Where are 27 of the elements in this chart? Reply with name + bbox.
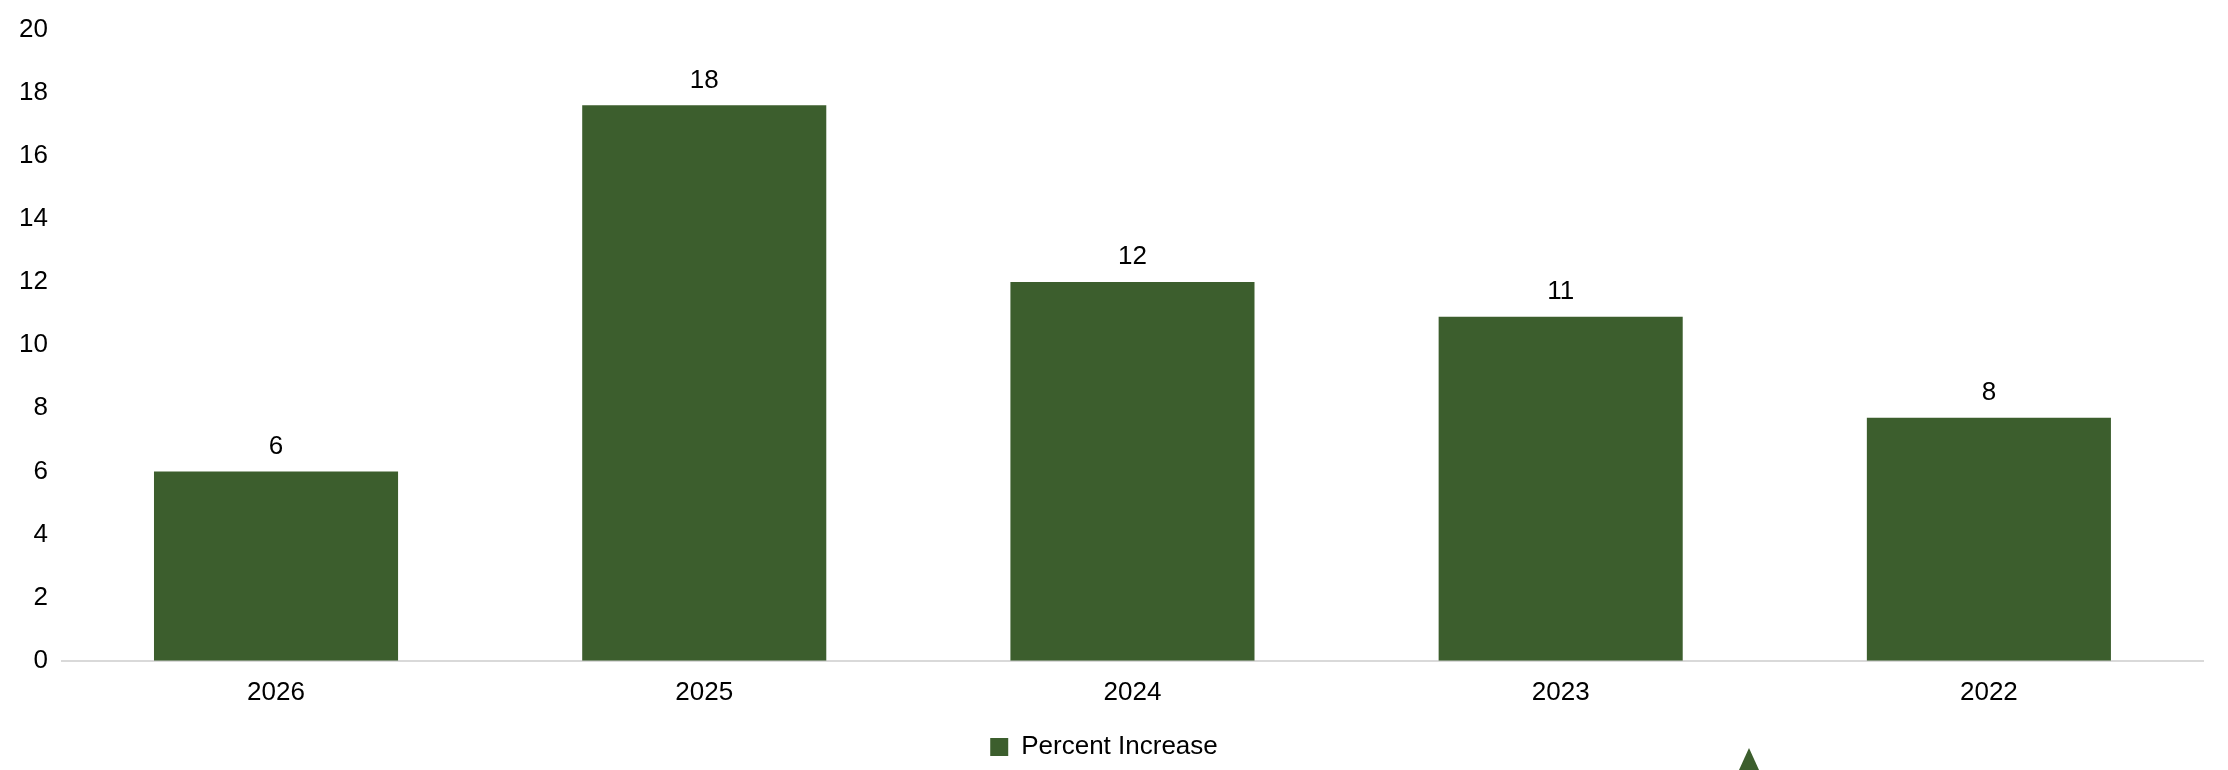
bar bbox=[1866, 417, 2111, 661]
bar bbox=[153, 471, 399, 661]
y-tick-label: 18 bbox=[19, 75, 48, 106]
bar bbox=[582, 105, 827, 661]
y-tick-label: 10 bbox=[19, 328, 48, 359]
y-tick-label: 16 bbox=[19, 139, 48, 170]
x-tick-label: 2024 bbox=[1103, 675, 1162, 706]
data-label: 6 bbox=[268, 429, 284, 460]
data-label: 18 bbox=[689, 63, 719, 94]
y-tick-label: 4 bbox=[33, 517, 48, 548]
y-tick-label: 0 bbox=[33, 643, 48, 674]
data-label: 8 bbox=[1981, 375, 1997, 406]
x-tick-label: 2022 bbox=[1959, 675, 2018, 706]
x-tick-label: 2026 bbox=[247, 675, 305, 706]
y-tick-label: 2 bbox=[33, 580, 48, 611]
y-tick-label: 12 bbox=[19, 265, 48, 296]
data-label: 11 bbox=[1547, 274, 1575, 305]
x-tick-label: 2023 bbox=[1531, 675, 1590, 706]
legend-label: Percent Increase bbox=[1021, 730, 1218, 761]
y-tick-label: 8 bbox=[33, 391, 48, 422]
y-tick-label: 6 bbox=[33, 454, 48, 485]
bar bbox=[1438, 316, 1683, 661]
y-tick-label: 14 bbox=[19, 202, 48, 233]
x-tick-label: 2025 bbox=[675, 675, 734, 706]
bar bbox=[1010, 282, 1255, 661]
y-tick-label: 20 bbox=[19, 12, 48, 43]
data-label: 12 bbox=[1118, 240, 1147, 271]
